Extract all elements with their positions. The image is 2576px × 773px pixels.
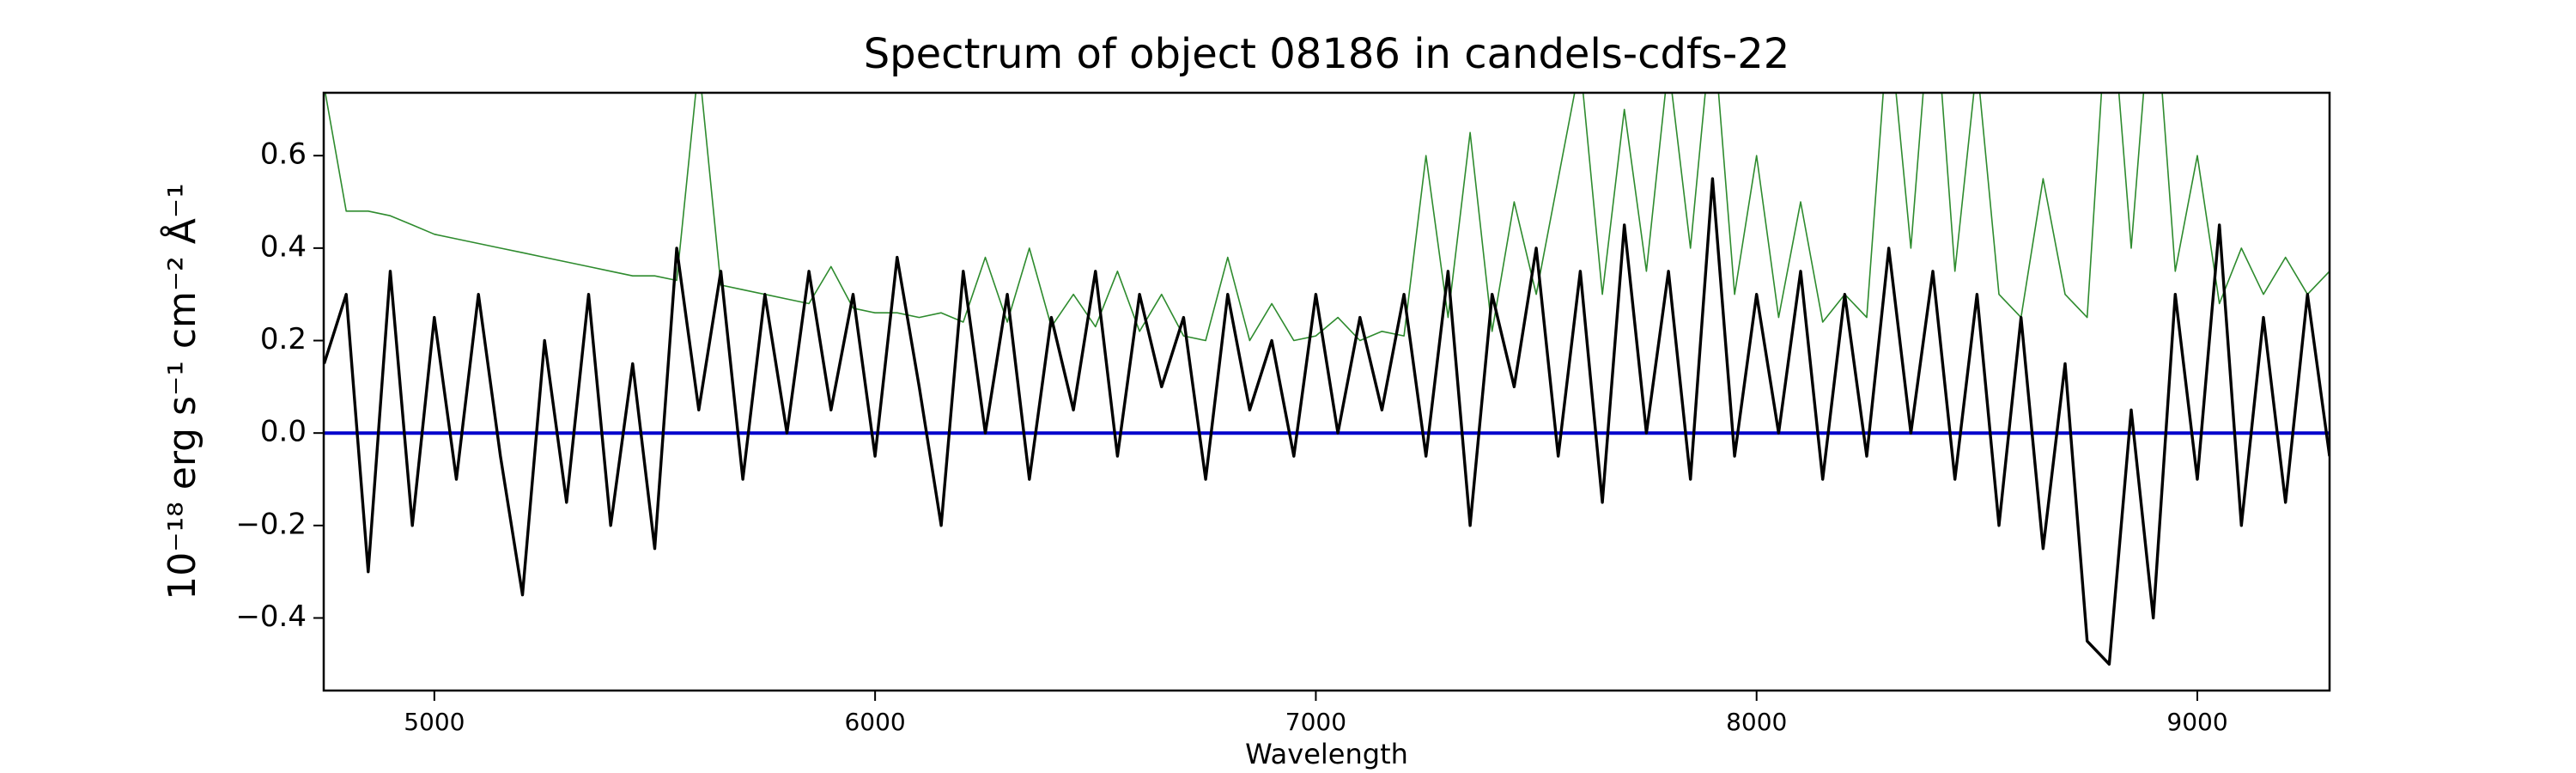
spectrum-line (325, 93, 2330, 342)
plot-area (324, 93, 2330, 666)
axes-frame (322, 91, 2331, 692)
y-tick-label: −0.2 (235, 507, 307, 541)
chart-title: Spectrum of object 08186 in candels-cdfs… (864, 30, 1790, 78)
y-tick-label: −0.4 (235, 600, 307, 634)
x-tick-label: 7000 (1285, 708, 1346, 736)
x-tick-label: 5000 (404, 708, 465, 736)
x-axis-label: Wavelength (1245, 738, 1408, 770)
x-tick-label: 8000 (1726, 708, 1787, 736)
x-tick-label: 9000 (2166, 708, 2227, 736)
spectrum-line (324, 177, 2330, 666)
y-tick-label: 0.2 (260, 322, 307, 356)
y-tick-label: 0.0 (260, 415, 307, 449)
y-axis-label: 10⁻¹⁸ erg s⁻¹ cm⁻² Å⁻¹ (159, 183, 204, 600)
y-tick-label: 0.4 (260, 229, 307, 264)
y-tick-label: 0.6 (260, 137, 307, 172)
x-tick-label: 6000 (844, 708, 905, 736)
